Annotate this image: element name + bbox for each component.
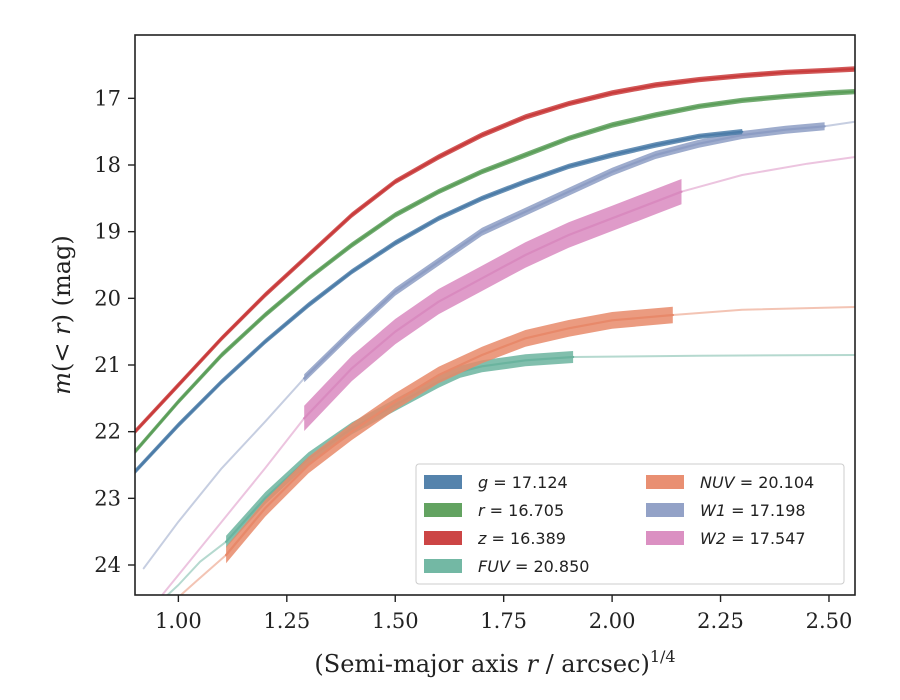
legend-swatch-r: [424, 503, 462, 517]
tick-layer: 1.00 1.25 1.50 1.75 2.00 2.25 2.50 17 18 19 20 21 22…: [94, 86, 852, 633]
legend-label-g: g = 17.124: [478, 473, 568, 492]
series-z-band: [135, 66, 855, 435]
series-g-line: [135, 130, 744, 473]
legend-label-w1: W1 = 17.198: [700, 501, 806, 520]
legend: g = 17.124 r = 16.705 z = 16.389 FUV = 20.8…: [415, 463, 845, 585]
legend-label-w2: W2 = 17.547: [700, 529, 806, 548]
y-axis-title: m(< r) (mag): [48, 235, 76, 395]
legend-label-nuv: NUV = 20.104: [700, 473, 814, 492]
y-tick-label-7: 24: [94, 553, 121, 577]
series-w2-line: [303, 190, 683, 420]
y-tick-label-1: 18: [94, 153, 121, 177]
plot-frame: [134, 34, 856, 596]
legend-swatch-w1: [646, 503, 684, 517]
series-w1-extrapolation-0: [142, 377, 306, 570]
x-tick-label-5: 2.25: [697, 609, 744, 633]
curves-layer: [135, 66, 855, 595]
series-z-line: [135, 67, 855, 433]
series-w2-extrapolation-1: [680, 156, 855, 193]
series-fuv-extrapolation-1: [572, 354, 855, 358]
x-tick-label-4: 2.00: [589, 609, 636, 633]
x-tick-label-0: 1.00: [155, 609, 202, 633]
legend-swatch-nuv: [646, 475, 684, 489]
legend-label-fuv: FUV = 20.850: [478, 557, 589, 576]
x-axis-title: (Semi-major axis r / arcsec)1/4: [314, 647, 675, 678]
series-w2-extrapolation-0: [160, 417, 306, 595]
legend-box: [415, 463, 845, 585]
y-tick-label-6: 23: [94, 486, 121, 510]
x-tick-label-3: 1.75: [480, 609, 527, 633]
series-fuv-extrapolation-0: [166, 540, 228, 595]
legend-swatch-w2: [646, 531, 684, 545]
series-w1-extrapolation-1: [823, 120, 855, 128]
x-tick-label-2: 1.50: [372, 609, 419, 633]
legend-swatch-z: [424, 531, 462, 545]
series-nuv-line: [225, 313, 674, 557]
legend-swatch-g: [424, 475, 462, 489]
y-tick-label-2: 19: [94, 220, 121, 244]
series-r-line: [135, 90, 855, 453]
series-nuv-extrapolation-1: [671, 306, 855, 316]
series-nuv-extrapolation-0: [179, 554, 228, 595]
y-tick-label-3: 20: [94, 286, 121, 310]
legend-label-z: z = 16.389: [477, 529, 566, 548]
legend-label-r: r = 16.705: [478, 501, 564, 520]
x-tick-label-1: 1.25: [263, 609, 310, 633]
y-tick-label-4: 21: [94, 353, 121, 377]
series-w2-band: [304, 179, 682, 431]
y-tick-label-5: 22: [94, 420, 121, 444]
legend-swatch-fuv: [424, 559, 462, 573]
y-tick-label-0: 17: [94, 86, 121, 110]
series-w1-line: [303, 125, 826, 380]
x-tick-label-6: 2.50: [806, 609, 853, 633]
